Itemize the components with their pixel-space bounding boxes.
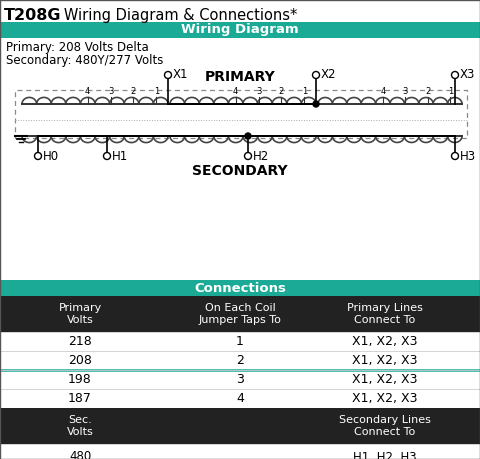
Circle shape: [312, 72, 320, 78]
Bar: [0, 408, 480, 444]
Bar: [0, 22, 480, 38]
Bar: [0, 280, 480, 296]
Text: 1: 1: [236, 335, 244, 348]
Text: H0: H0: [43, 150, 59, 162]
Text: 3: 3: [236, 373, 244, 386]
Text: Connections: Connections: [194, 281, 286, 295]
Circle shape: [245, 133, 251, 139]
Text: Secondary Lines
Connect To: Secondary Lines Connect To: [339, 415, 431, 437]
Text: Primary
Volts: Primary Volts: [59, 303, 102, 325]
Bar: [0, 296, 480, 332]
Text: 2: 2: [425, 87, 431, 96]
Text: X1: X1: [173, 68, 189, 82]
Text: H1: H1: [112, 150, 128, 162]
Text: 4: 4: [380, 87, 385, 96]
Circle shape: [452, 72, 458, 78]
Text: 3: 3: [108, 87, 113, 96]
Text: T208G: T208G: [4, 8, 61, 23]
Text: X1, X2, X3: X1, X2, X3: [352, 392, 418, 405]
Text: X1, X2, X3: X1, X2, X3: [352, 335, 418, 348]
Text: Wiring Diagram & Connections*: Wiring Diagram & Connections*: [50, 8, 298, 23]
Circle shape: [104, 152, 110, 159]
Text: 2: 2: [131, 87, 136, 96]
Text: H3: H3: [460, 150, 476, 162]
Text: 4: 4: [233, 87, 239, 96]
Circle shape: [452, 152, 458, 159]
Text: Primary: 208 Volts Delta: Primary: 208 Volts Delta: [6, 41, 149, 54]
Text: 1: 1: [154, 87, 159, 96]
Text: 3: 3: [256, 87, 261, 96]
Circle shape: [165, 72, 171, 78]
Text: 4: 4: [85, 87, 90, 96]
Circle shape: [244, 152, 252, 159]
Text: 2: 2: [279, 87, 284, 96]
Text: 1: 1: [448, 87, 453, 96]
Text: H1, H2, H3: H1, H2, H3: [353, 450, 417, 459]
Text: X1, X2, X3: X1, X2, X3: [352, 354, 418, 367]
Text: 208: 208: [68, 354, 92, 367]
Text: Wiring Diagram: Wiring Diagram: [181, 23, 299, 37]
Text: X2: X2: [321, 68, 336, 82]
Text: 187: 187: [68, 392, 92, 405]
Text: X1, X2, X3: X1, X2, X3: [352, 373, 418, 386]
Text: On Each Coil
Jumper Taps To: On Each Coil Jumper Taps To: [199, 303, 281, 325]
Text: H2: H2: [253, 150, 269, 162]
Bar: [15, 90, 467, 138]
Text: Secondary: 480Y/277 Volts: Secondary: 480Y/277 Volts: [6, 54, 163, 67]
Text: 3: 3: [403, 87, 408, 96]
Circle shape: [35, 152, 41, 159]
Text: SECONDARY: SECONDARY: [192, 164, 288, 178]
Text: X3: X3: [460, 68, 475, 82]
Text: Primary Lines
Connect To: Primary Lines Connect To: [347, 303, 423, 325]
Circle shape: [313, 101, 319, 107]
Text: Sec.
Volts: Sec. Volts: [67, 415, 94, 437]
Text: 198: 198: [68, 373, 92, 386]
Text: 2: 2: [236, 354, 244, 367]
Text: 4: 4: [236, 392, 244, 405]
Text: PRIMARY: PRIMARY: [204, 70, 276, 84]
Text: 218: 218: [68, 335, 92, 348]
Text: 1: 1: [302, 87, 307, 96]
Text: 480: 480: [69, 450, 91, 459]
